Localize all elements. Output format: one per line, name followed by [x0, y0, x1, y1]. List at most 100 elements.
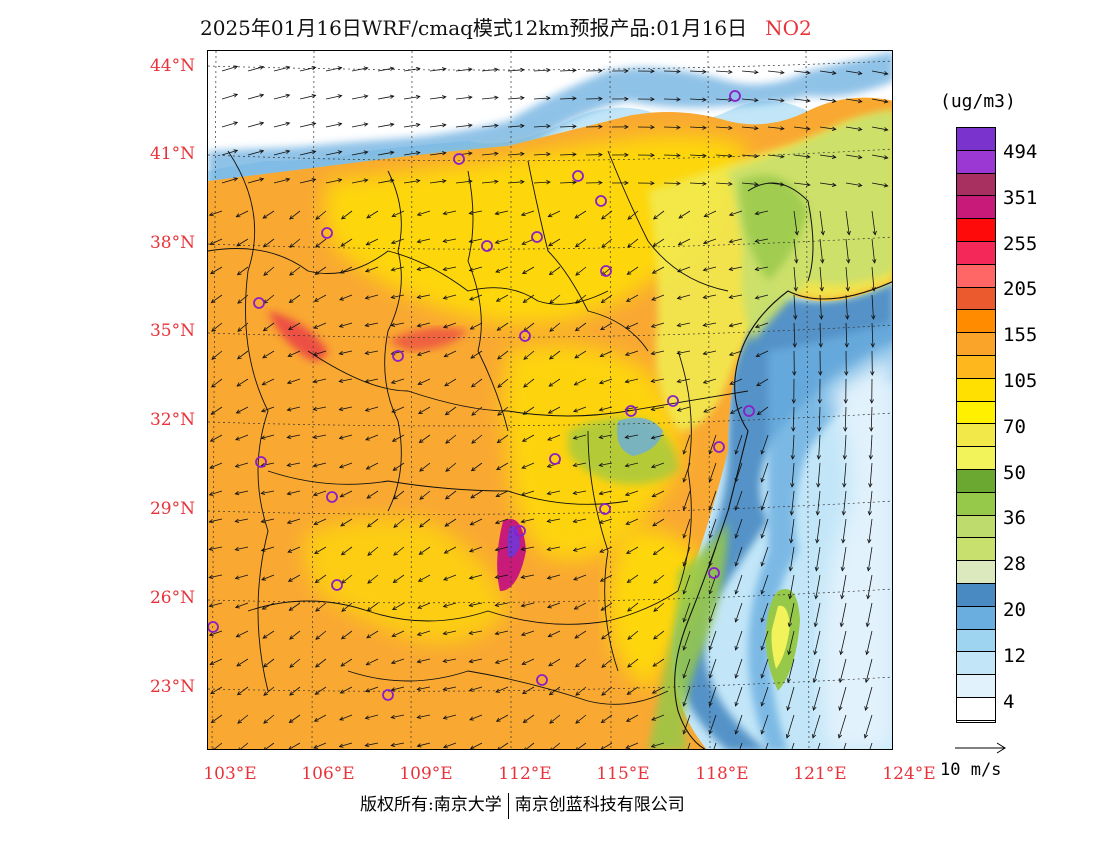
wind-arrow: [761, 546, 769, 567]
wind-arrow-head: [805, 154, 811, 159]
wind-arrow: [787, 658, 795, 683]
wind-arrow-head: [494, 211, 500, 216]
wind-arrow: [261, 574, 275, 581]
wind-arrow-head: [838, 706, 843, 711]
wind-arrow-head: [261, 605, 267, 610]
wind-arrow-head: [494, 67, 499, 72]
wind-arrow-head: [468, 210, 474, 215]
wind-arrow-head: [839, 622, 844, 628]
wind-arrow: [469, 238, 483, 243]
wind-arrow-head: [682, 729, 687, 735]
wind-arrow-head: [443, 353, 449, 358]
wind-arrow: [735, 546, 743, 567]
wind-arrow: [815, 574, 821, 599]
wind-arrow-head: [729, 380, 735, 385]
wind-arrow-head: [676, 153, 681, 158]
concentration-map[interactable]: [207, 50, 893, 750]
wind-arrow: [600, 574, 613, 582]
lat-label-41: 41°N: [149, 144, 195, 164]
wind-arrow-head: [760, 505, 765, 511]
wind-arrow: [652, 518, 665, 527]
wind-arrow: [627, 574, 639, 583]
wind-arrow: [601, 630, 613, 640]
wind-arrow: [221, 94, 238, 100]
wind-arrow: [871, 322, 874, 347]
wind-arrow: [351, 151, 368, 156]
wind-arrow-head: [548, 242, 553, 247]
wind-arrow: [573, 434, 587, 439]
wind-arrow-head: [417, 380, 423, 385]
wind-arrow-head: [708, 449, 713, 455]
wind-arrow-head: [651, 689, 657, 694]
wind-arrow: [793, 70, 810, 74]
wind-arrow-head: [728, 239, 734, 244]
wind-arrow: [678, 238, 691, 246]
wind-arrow: [235, 462, 249, 467]
wind-arrow: [289, 602, 301, 611]
wind-arrow: [261, 406, 275, 412]
wind-arrow: [495, 210, 509, 215]
wind-arrow: [761, 714, 769, 735]
wind-arrow-head: [340, 550, 346, 556]
wind-arrow-head: [816, 483, 821, 488]
green-liaodong: [738, 175, 808, 281]
wind-arrow: [481, 181, 498, 184]
wind-arrow-head: [363, 150, 369, 155]
wind-arrow-head: [734, 505, 739, 511]
wind-arrow-head: [788, 594, 793, 600]
wind-arrow-head: [651, 269, 657, 274]
wind-arrow: [236, 406, 249, 414]
wind-arrow-head: [574, 634, 580, 639]
wind-arrow-head: [549, 719, 554, 724]
wind-arrow-head: [546, 518, 552, 523]
green-fujian-coast: [648, 521, 728, 749]
wind-arrow: [840, 630, 847, 655]
wind-arrow-head: [794, 258, 799, 264]
wind-arrow: [626, 546, 639, 554]
wind-arrow: [237, 294, 249, 304]
wind-arrow-head: [575, 691, 580, 696]
wind-arrow: [495, 686, 509, 693]
wind-arrow-head: [288, 718, 294, 724]
wind-arrow: [729, 322, 743, 327]
wind-arrow-head: [790, 483, 795, 488]
wind-arrow: [429, 68, 446, 72]
wind-arrow: [573, 546, 587, 551]
city-marker: [453, 153, 465, 165]
wind-arrow: [429, 124, 446, 128]
lat-label-29: 29°N: [149, 499, 195, 519]
wind-arrow-head: [625, 744, 631, 749]
wind-arrow-head: [416, 659, 422, 664]
wind-arrow: [789, 546, 795, 571]
species-label: NO2: [765, 16, 812, 40]
wind-arrow-head: [813, 622, 818, 628]
wind-arrow-head: [495, 268, 501, 273]
wind-arrow: [289, 266, 301, 276]
wind-arrow-head: [262, 634, 268, 639]
lat-label-38: 38°N: [149, 233, 195, 253]
wind-arrow: [393, 574, 405, 583]
wind-arrow-head: [415, 122, 421, 128]
wind-arrow-head: [520, 211, 526, 217]
wind-arrow-head: [419, 467, 424, 472]
wind-arrow: [314, 714, 327, 722]
wind-arrow-head: [652, 242, 658, 247]
wind-arrow: [299, 178, 316, 184]
wind-arrow: [549, 322, 561, 332]
wind-arrow-head: [470, 494, 475, 499]
wind-arrow-head: [624, 434, 630, 440]
wind-arrow-head: [678, 214, 684, 219]
wind-arrow-head: [549, 299, 554, 304]
colorbar-label: 255: [1003, 232, 1038, 255]
wind-arrow: [793, 266, 797, 291]
wind-arrow-head: [259, 93, 265, 98]
wind-arrow: [741, 126, 758, 129]
wind-arrow: [444, 378, 457, 387]
wind-arrow-head: [314, 550, 319, 555]
wind-arrow: [523, 322, 535, 332]
wind-arrow-head: [259, 121, 265, 126]
wind-arrow-head: [419, 523, 424, 528]
wind-arrow: [237, 714, 249, 724]
yellow-southwest: [304, 517, 508, 643]
city-marker: [255, 456, 267, 468]
